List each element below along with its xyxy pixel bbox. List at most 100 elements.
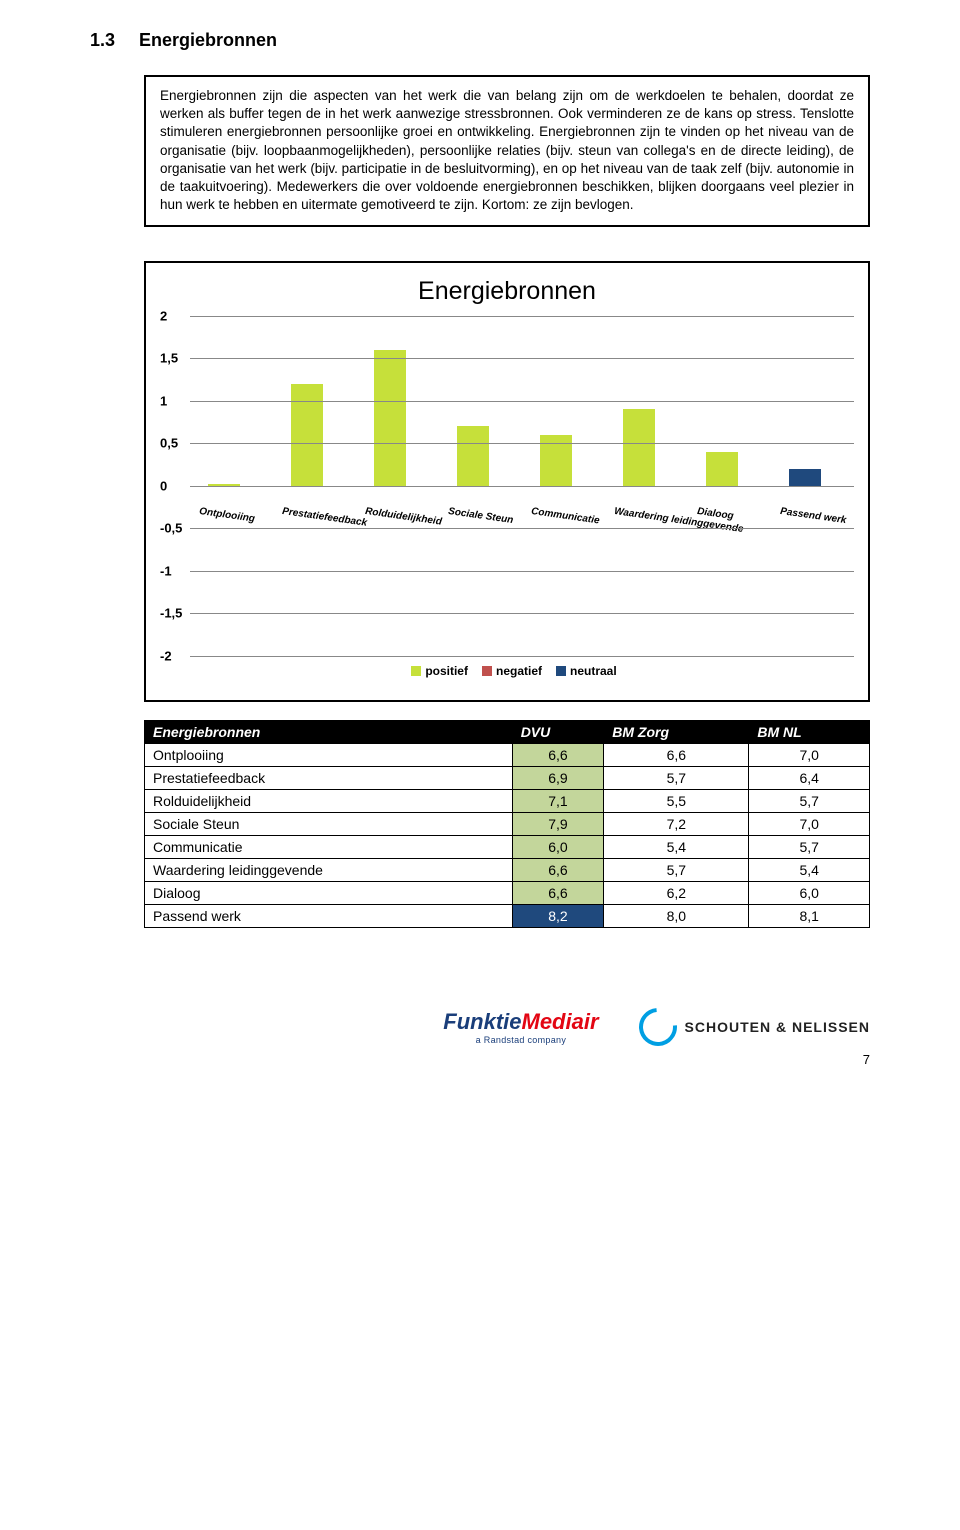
chart-gridline <box>190 486 854 487</box>
table-cell-value: 5,7 <box>604 766 749 789</box>
table-cell-label: Ontplooiing <box>145 743 513 766</box>
table-cell-value: 7,0 <box>749 743 870 766</box>
table-cell-value: 7,0 <box>749 812 870 835</box>
chart-gridline <box>190 358 854 359</box>
section-heading: 1.3 Energiebronnen <box>90 30 870 51</box>
table-cell-value: 7,1 <box>512 789 604 812</box>
table-row: Dialoog6,66,26,0 <box>145 881 870 904</box>
logo-sn-icon <box>631 1000 685 1054</box>
table-row: Communicatie6,05,45,7 <box>145 835 870 858</box>
chart-y-tick: -1 <box>160 563 172 578</box>
table-cell-label: Prestatiefeedback <box>145 766 513 789</box>
footer: FunktieMediair a Randstad company SCHOUT… <box>90 1008 870 1046</box>
chart-x-label: Passend werk <box>779 506 847 526</box>
intro-text: Energiebronnen zijn die aspecten van het… <box>160 88 854 212</box>
table-cell-label: Sociale Steun <box>145 812 513 835</box>
table-row: Prestatiefeedback6,95,76,4 <box>145 766 870 789</box>
table-row: Rolduidelijkheid7,15,55,7 <box>145 789 870 812</box>
table-cell-label: Passend werk <box>145 904 513 927</box>
chart-bar <box>789 469 821 486</box>
table-cell-value: 6,6 <box>512 881 604 904</box>
chart-y-tick: 1 <box>160 393 167 408</box>
chart-title: Energiebronnen <box>160 277 854 306</box>
chart-y-tick: 1,5 <box>160 351 178 366</box>
chart-bar <box>457 426 489 486</box>
table-cell-value: 6,0 <box>512 835 604 858</box>
table-row: Sociale Steun7,97,27,0 <box>145 812 870 835</box>
legend-label: neutraal <box>570 664 617 678</box>
table-cell-label: Waardering leidinggevende <box>145 858 513 881</box>
table-cell-value: 6,6 <box>512 858 604 881</box>
chart-x-label: Prestatiefeedback <box>281 506 367 529</box>
table-header-row: Energiebronnen DVU BM Zorg BM NL <box>145 720 870 743</box>
table-row: Ontplooiing6,66,67,0 <box>145 743 870 766</box>
chart-bar <box>706 452 738 486</box>
chart-bar <box>291 384 323 486</box>
chart-x-label: Communicatie <box>530 506 600 526</box>
chart-x-label: Ontplooiing <box>198 506 255 525</box>
table-cell-value: 8,2 <box>512 904 604 927</box>
table-row: Passend werk8,28,08,1 <box>145 904 870 927</box>
legend-swatch <box>482 666 492 676</box>
chart-y-tick: -0,5 <box>160 521 182 536</box>
chart-y-tick: -2 <box>160 648 172 663</box>
table-cell-value: 5,7 <box>749 789 870 812</box>
chart-x-label: Rolduidelijkheid <box>364 506 442 528</box>
page-number: 7 <box>90 1052 870 1067</box>
chart-gridline <box>190 656 854 657</box>
table-cell-value: 7,9 <box>512 812 604 835</box>
chart-y-tick: 0 <box>160 478 167 493</box>
logo-sn-text: SCHOUTEN & NELISSEN <box>685 1019 870 1035</box>
table-cell-label: Communicatie <box>145 835 513 858</box>
chart-area: Ontplooiing PrestatiefeedbackRolduidelijk… <box>190 316 854 656</box>
logo-fm-name: FunktieMediair <box>443 1009 598 1035</box>
chart-y-tick: 0,5 <box>160 436 178 451</box>
legend-label: negatief <box>496 664 542 678</box>
table-cell-label: Rolduidelijkheid <box>145 789 513 812</box>
intro-box: Energiebronnen zijn die aspecten van het… <box>144 75 870 227</box>
table-header: Energiebronnen <box>145 720 513 743</box>
data-table: Energiebronnen DVU BM Zorg BM NL Ontploo… <box>144 720 870 928</box>
chart-gridline <box>190 401 854 402</box>
chart-y-tick: -1,5 <box>160 606 182 621</box>
table-cell-value: 6,9 <box>512 766 604 789</box>
chart-gridline <box>190 316 854 317</box>
chart-x-label: Dialoog <box>696 506 734 522</box>
table-cell-value: 6,6 <box>604 743 749 766</box>
table-cell-value: 6,4 <box>749 766 870 789</box>
logo-funktiemediair: FunktieMediair a Randstad company <box>443 1009 598 1045</box>
chart-bar <box>623 409 655 486</box>
table-cell-label: Dialoog <box>145 881 513 904</box>
table-cell-value: 5,4 <box>749 858 870 881</box>
table-cell-value: 5,7 <box>749 835 870 858</box>
table-header: BM NL <box>749 720 870 743</box>
chart-gridline <box>190 443 854 444</box>
table-cell-value: 6,2 <box>604 881 749 904</box>
logo-fm-tagline: a Randstad company <box>443 1035 598 1045</box>
chart-bar <box>374 350 406 486</box>
chart-legend: positief negatief neutraal <box>160 664 854 678</box>
table-header: DVU <box>512 720 604 743</box>
table-cell-value: 5,5 <box>604 789 749 812</box>
table-cell-value: 6,6 <box>512 743 604 766</box>
table-cell-value: 6,0 <box>749 881 870 904</box>
section-number: 1.3 <box>90 30 134 51</box>
table-header: BM Zorg <box>604 720 749 743</box>
table-cell-value: 5,4 <box>604 835 749 858</box>
legend-swatch <box>411 666 421 676</box>
table-cell-value: 8,0 <box>604 904 749 927</box>
chart-gridline <box>190 571 854 572</box>
legend-swatch <box>556 666 566 676</box>
chart-gridline <box>190 613 854 614</box>
table-cell-value: 8,1 <box>749 904 870 927</box>
logo-schouten-nelissen: SCHOUTEN & NELISSEN <box>639 1008 870 1046</box>
table-row: Waardering leidinggevende6,65,75,4 <box>145 858 870 881</box>
legend-label: positief <box>425 664 468 678</box>
table-cell-value: 5,7 <box>604 858 749 881</box>
chart-y-tick: 2 <box>160 308 167 323</box>
table-cell-value: 7,2 <box>604 812 749 835</box>
chart-x-label: Sociale Steun <box>447 506 513 526</box>
chart-box: Energiebronnen Ontplooiing Prestatiefeedb… <box>144 261 870 702</box>
section-title: Energiebronnen <box>139 30 277 50</box>
chart-gridline <box>190 528 854 529</box>
